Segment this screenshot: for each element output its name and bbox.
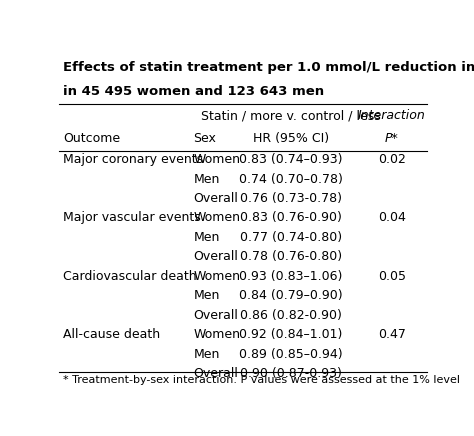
Text: Men: Men (193, 231, 220, 244)
Text: Statin / more v. control / less: Statin / more v. control / less (201, 109, 381, 123)
Text: 0.84 (0.79–0.90): 0.84 (0.79–0.90) (239, 290, 343, 302)
Text: Women: Women (193, 328, 240, 341)
Text: Overall: Overall (193, 250, 238, 263)
Text: 0.93 (0.83–1.06): 0.93 (0.83–1.06) (239, 270, 342, 283)
Text: 0.77 (0.74-0.80): 0.77 (0.74-0.80) (240, 231, 342, 244)
Text: Women: Women (193, 270, 240, 283)
Text: 0.47: 0.47 (378, 328, 406, 341)
Text: Women: Women (193, 153, 240, 166)
Text: Men: Men (193, 348, 220, 361)
Text: 0.83 (0.74–0.93): 0.83 (0.74–0.93) (239, 153, 342, 166)
Text: Women: Women (193, 211, 240, 225)
Text: Outcome: Outcome (63, 132, 120, 145)
Text: P*: P* (385, 132, 399, 145)
Text: in 45 495 women and 123 643 men: in 45 495 women and 123 643 men (63, 85, 324, 98)
Text: 0.76 (0.73-0.78): 0.76 (0.73-0.78) (240, 192, 342, 205)
Text: 0.74 (0.70–0.78): 0.74 (0.70–0.78) (239, 173, 343, 185)
Text: Overall: Overall (193, 192, 238, 205)
Text: HR (95% CI): HR (95% CI) (253, 132, 329, 145)
Text: Major coronary events: Major coronary events (63, 153, 203, 166)
Text: Major vascular events: Major vascular events (63, 211, 201, 225)
Text: Men: Men (193, 290, 220, 302)
Text: 0.90 (0.87-0.93): 0.90 (0.87-0.93) (240, 367, 342, 380)
Text: Overall: Overall (193, 309, 238, 322)
Text: 0.92 (0.84–1.01): 0.92 (0.84–1.01) (239, 328, 342, 341)
Text: Effects of statin treatment per 1.0 mmol/L reduction in LDL-cholesterol: Effects of statin treatment per 1.0 mmol… (63, 61, 474, 74)
Text: 0.05: 0.05 (378, 270, 406, 283)
Text: 0.83 (0.76-0.90): 0.83 (0.76-0.90) (240, 211, 342, 225)
Text: 0.78 (0.76-0.80): 0.78 (0.76-0.80) (240, 250, 342, 263)
Text: 0.02: 0.02 (378, 153, 406, 166)
Text: Interaction: Interaction (358, 109, 426, 123)
Text: 0.86 (0.82-0.90): 0.86 (0.82-0.90) (240, 309, 342, 322)
Text: Men: Men (193, 173, 220, 185)
Text: 0.89 (0.85–0.94): 0.89 (0.85–0.94) (239, 348, 343, 361)
Text: * Treatment-by-sex interaction. P values were assessed at the 1% level: * Treatment-by-sex interaction. P values… (63, 375, 460, 385)
Text: Cardiovascular death: Cardiovascular death (63, 270, 197, 283)
Text: All-cause death: All-cause death (63, 328, 160, 341)
Text: 0.04: 0.04 (378, 211, 406, 225)
Text: Sex: Sex (193, 132, 216, 145)
Text: Overall: Overall (193, 367, 238, 380)
